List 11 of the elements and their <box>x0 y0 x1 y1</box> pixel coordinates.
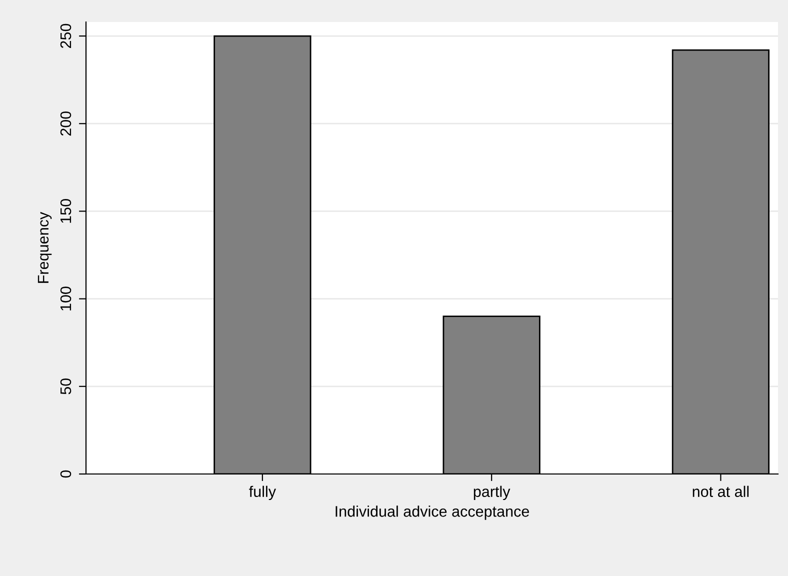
x-tick-label: partly <box>474 486 510 500</box>
y-tick-label: 0 <box>60 470 72 478</box>
x-tick-label: fully <box>249 486 276 500</box>
y-tick-label: 50 <box>60 378 72 394</box>
y-tick-label: 200 <box>60 111 72 136</box>
y-tick-label: 250 <box>60 24 72 48</box>
x-tick-label: not at all <box>692 486 749 498</box>
y-tick-label: 150 <box>60 199 72 223</box>
y-axis-title: Frequency <box>38 212 52 283</box>
y-tick-label: 100 <box>60 286 72 310</box>
x-axis-title: Individual advice acceptance <box>336 506 529 520</box>
